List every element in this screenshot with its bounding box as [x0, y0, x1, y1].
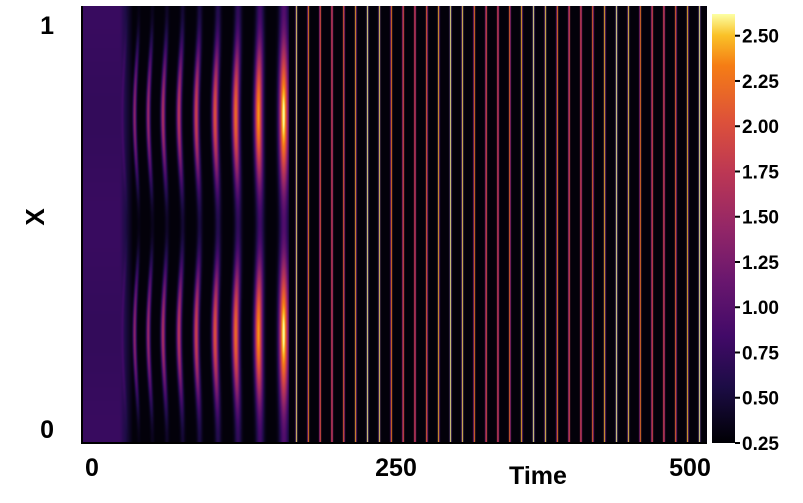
y-tick-labels: 01: [40, 12, 54, 444]
colorbar-ticks: 0.25 0.50 0.75 1.00 1.25 1.50 1.75 2.00 2.25 2.50: [735, 27, 779, 455]
x-tick-label: 500: [669, 454, 711, 482]
colorbar-tick-label: 2.50: [742, 27, 779, 48]
colorbar-tick-label: 2.25: [742, 72, 779, 93]
colorbar-tick-label: 1.25: [742, 253, 779, 274]
y-tick-label: 1: [40, 12, 54, 40]
x-tick-label: 250: [375, 454, 417, 482]
x-tick-label: 0: [85, 454, 99, 482]
colorbar-tick-label: 0.25: [742, 434, 779, 455]
x-tick-labels: 0 250 500: [85, 454, 711, 482]
colorbar-tick-label: 0.75: [742, 343, 779, 364]
y-tick-label: 0: [40, 416, 54, 444]
y-axis-label: X: [20, 208, 50, 226]
colorbar-tick-label: 0.50: [742, 389, 779, 410]
colorbar-tick-label: 1.75: [742, 162, 779, 183]
colorbar: [712, 14, 735, 443]
x-axis-label: Time: [509, 462, 567, 490]
colorbar-tick-label: 2.00: [742, 117, 779, 138]
heatmap-image: [83, 6, 707, 443]
colorbar-tick-label: 1.00: [742, 298, 779, 319]
colorbar-tick-label: 1.50: [742, 208, 779, 229]
